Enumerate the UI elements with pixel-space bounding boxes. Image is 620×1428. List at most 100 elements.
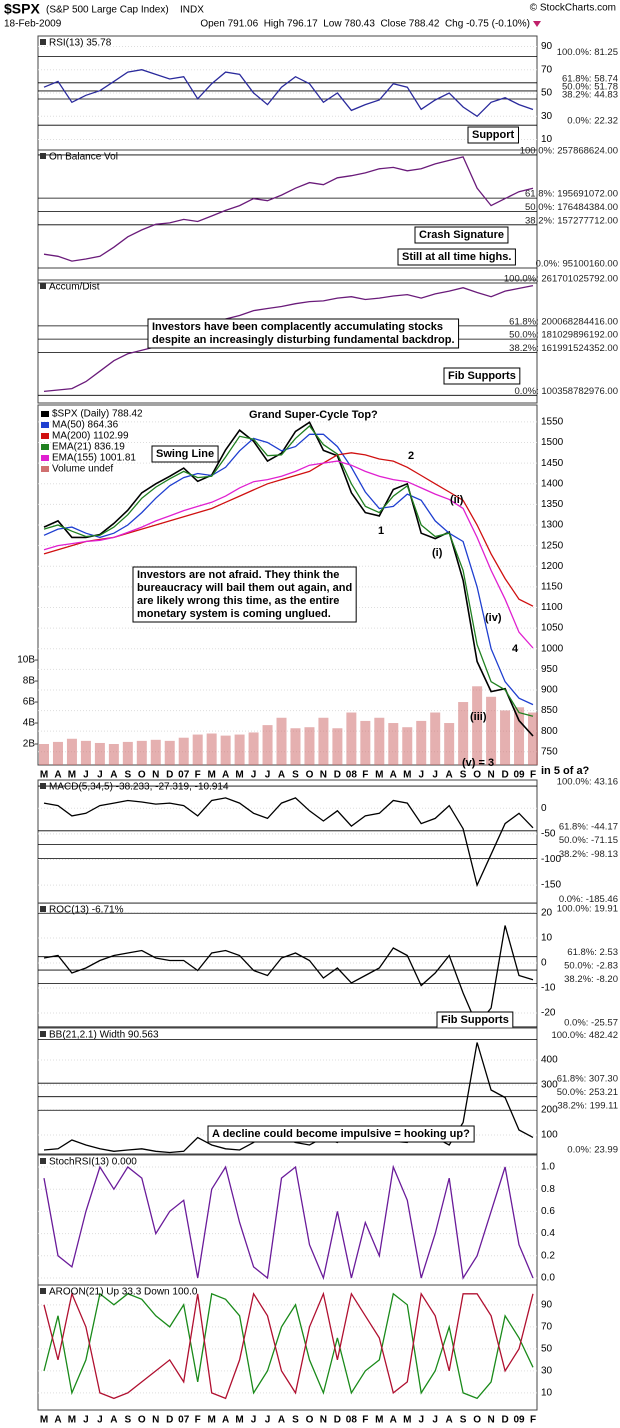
- y-tick-label: 1200: [541, 561, 564, 572]
- annotation: in 5 of a?: [541, 765, 590, 777]
- volume-bar: [472, 686, 483, 765]
- x-tick-label: S: [124, 770, 131, 781]
- fib-label: 61.8%: 2.53: [567, 947, 618, 958]
- fib-label: 100.0%: 19.91: [557, 904, 618, 915]
- fib-label: 38.2%: 161991524352.00: [509, 343, 618, 354]
- x-tick-label: M: [235, 1415, 243, 1426]
- x-tick-label: D: [334, 1415, 341, 1426]
- x-tick-label: S: [124, 1415, 131, 1426]
- fib-label: 100.0%: 482.42: [551, 1030, 618, 1041]
- y-tick-label: 10: [541, 134, 553, 145]
- x-tick-label: F: [195, 1415, 201, 1426]
- annotation: bureaucracy will bail them out again, an…: [137, 582, 352, 594]
- volume-bar: [178, 737, 189, 765]
- y-tick-label: 30: [541, 1366, 553, 1377]
- x-tick-label: S: [292, 1415, 299, 1426]
- volume-bar: [150, 739, 161, 765]
- legend-label: $SPX (Daily) 788.42: [52, 409, 143, 420]
- fib-label: 38.2%: 44.83: [562, 90, 618, 101]
- series-line: [43, 460, 534, 649]
- title-bg: [40, 283, 46, 289]
- volume-bar: [486, 696, 497, 765]
- panel-title: MACD(5,34,5) -38.233, -27.319, -10.914: [49, 782, 229, 793]
- y-tick-label: 1050: [541, 623, 564, 634]
- legend-swatch: [41, 455, 49, 461]
- fib-label: 0.0%: 22.32: [567, 116, 618, 127]
- series-line: [43, 425, 534, 717]
- y2-tick-label: 4B: [23, 718, 36, 729]
- x-tick-label: M: [40, 1415, 48, 1426]
- x-tick-label: F: [530, 1415, 536, 1426]
- legend-swatch: [41, 422, 49, 428]
- x-tick-label: A: [446, 770, 453, 781]
- y-tick-label: 1150: [541, 581, 563, 592]
- volume-bar: [164, 740, 175, 765]
- volume-bar: [514, 707, 525, 765]
- y-tick-label: 100: [541, 1130, 558, 1141]
- annotation-box: [414, 226, 509, 244]
- volume-bar: [444, 723, 455, 765]
- y-tick-label: 1500: [541, 437, 564, 448]
- x-tick-label: S: [292, 770, 299, 781]
- volume-bar: [332, 728, 343, 765]
- y-tick-label: -150: [541, 880, 561, 891]
- fib-label: 50.0%: -71.15: [559, 835, 618, 846]
- y-tick-label: 1400: [541, 478, 564, 489]
- volume-bar: [192, 734, 203, 765]
- volume-bar: [276, 717, 287, 765]
- series-line: [43, 1292, 534, 1400]
- fib-label: 0.0%: -25.57: [564, 1017, 618, 1028]
- y-tick-label: 0.8: [541, 1184, 555, 1195]
- legend-label: EMA(21) 836.19: [52, 442, 125, 453]
- legend-swatch: [41, 411, 49, 417]
- legend-label: EMA(155) 1001.81: [52, 453, 136, 464]
- y-tick-label: 0.0: [541, 1273, 555, 1284]
- x-tick-label: A: [54, 1415, 61, 1426]
- x-tick-label: J: [251, 1415, 257, 1426]
- legend-swatch: [41, 433, 49, 439]
- annotation: Investors have been complacently accumul…: [152, 321, 443, 333]
- fib-label: 0.0%: 23.99: [567, 1145, 618, 1156]
- x-tick-label: 08: [346, 1415, 358, 1426]
- annotation: 1: [378, 525, 384, 537]
- annotation: (i): [432, 547, 443, 559]
- volume-bar: [528, 712, 538, 765]
- y-tick-label: 70: [541, 1321, 553, 1332]
- x-tick-label: A: [110, 1415, 117, 1426]
- y-tick-label: 1300: [541, 520, 564, 531]
- volume-bar: [346, 712, 357, 765]
- y-tick-label: -20: [541, 1008, 556, 1019]
- x-tick-label: J: [418, 1415, 424, 1426]
- volume-bar: [262, 725, 273, 765]
- x-tick-label: J: [83, 1415, 89, 1426]
- fib-label: 100.0%: 261701025792.00: [504, 274, 618, 285]
- panel-frame: [37, 1154, 538, 1286]
- y-tick-label: 70: [541, 64, 553, 75]
- panel-title: StochRSI(13) 0.000: [49, 1157, 137, 1168]
- y2-tick-label: 8B: [23, 676, 36, 687]
- title-bg: [40, 39, 46, 45]
- x-tick-label: A: [110, 770, 117, 781]
- y-tick-label: 800: [541, 726, 558, 737]
- series-line: [43, 1291, 534, 1400]
- x-tick-label: A: [278, 1415, 285, 1426]
- fib-label: 50.0%: 176484384.00: [525, 202, 618, 213]
- series-line: [43, 1164, 534, 1281]
- title-bg: [40, 153, 46, 159]
- x-tick-label: J: [251, 770, 257, 781]
- x-tick-label: M: [40, 770, 48, 781]
- x-tick-label: F: [362, 770, 368, 781]
- series-line: [43, 69, 534, 118]
- x-tick-label: 09: [513, 770, 525, 781]
- y-tick-label: 10: [541, 933, 553, 944]
- fib-label: 61.8%: 200068284416.00: [509, 316, 618, 327]
- y-tick-label: 750: [541, 746, 558, 757]
- x-tick-label: S: [460, 1415, 467, 1426]
- down-arrow: [533, 21, 541, 27]
- x-tick-label: O: [473, 770, 481, 781]
- panel-title: ROC(13) -6.71%: [49, 905, 124, 916]
- annotation: Still at all time highs.: [402, 251, 511, 263]
- x-tick-label: N: [487, 770, 494, 781]
- y-tick-label: 0: [541, 803, 547, 814]
- x-tick-label: A: [222, 1415, 229, 1426]
